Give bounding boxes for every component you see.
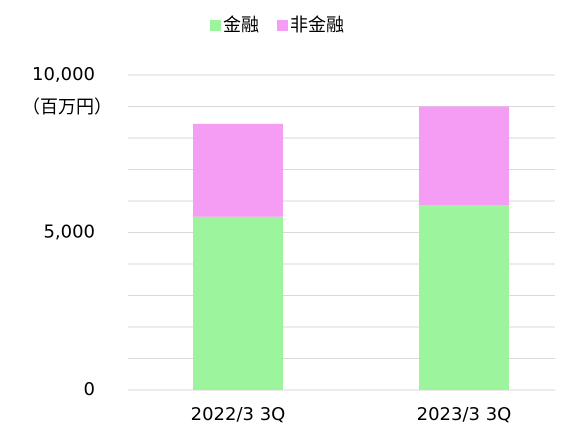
bar-segment [193, 216, 283, 390]
unit-label: （百万円） [22, 97, 112, 118]
legend-swatch [277, 20, 288, 31]
y-tick-label: 5,000 [43, 222, 95, 243]
x-tick-label: 2023/3 3Q [417, 404, 512, 425]
legend-label: 非金融 [290, 15, 344, 36]
x-tick-label: 2022/3 3Q [191, 404, 286, 425]
legend-label: 金融 [223, 15, 259, 36]
bar-segment [419, 205, 509, 390]
legend-swatch [210, 20, 221, 31]
y-tick-label: 10,000 [32, 64, 95, 85]
y-tick-label: 0 [84, 379, 95, 400]
bar-segment [193, 123, 283, 217]
bar-segment [419, 106, 509, 206]
